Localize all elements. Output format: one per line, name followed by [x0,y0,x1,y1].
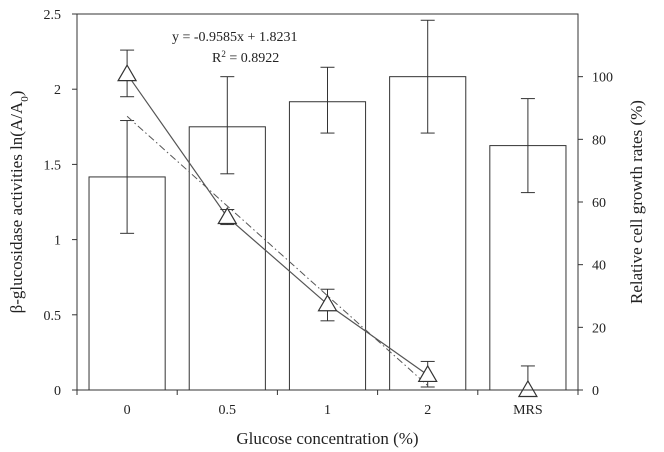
left-tick-label: 1.5 [44,158,62,173]
bar [288,101,367,391]
x-axis-title: Glucose concentration (%) [236,429,418,448]
left-axis-title-subscript: 0 [19,96,31,102]
right-tick-label: 20 [592,321,606,336]
right-tick-label: 100 [592,71,613,86]
x-tick-label: 0 [124,403,131,418]
r2-label: R [212,51,222,66]
right-tick-label: 40 [592,259,606,274]
right-axis-ticks: 0 20 40 60 80 100 [578,71,613,399]
trendline-r-squared: R2 = 0.8922 [212,49,279,66]
left-axis-title-end: ) [7,91,26,97]
x-tick-label: 1 [324,403,331,418]
trendline-equation: y = -0.9585x + 1.8231 [172,30,297,45]
left-tick-label: 1 [54,234,61,249]
left-axis-ticks: 0 0.5 1 1.5 2 2.5 [44,8,77,399]
left-tick-label: 2 [54,83,61,98]
left-axis-title: β-glucosidase activities ln(A/A0) [7,91,31,314]
r2-superscript: 2 [221,49,226,59]
right-axis-title: Relative cell growth rates (%) [627,100,646,304]
triangle-marker [417,364,438,383]
left-tick-label: 2.5 [44,8,62,23]
series-line-layer [126,73,429,376]
x-tick-label: 0.5 [219,403,237,418]
bar-error-bars [120,19,535,234]
trendline-layer [126,115,429,386]
x-axis-ticks: 0 0.5 1 2 MRS [76,390,579,418]
triangle-marker [217,206,238,225]
x-tick-label: MRS [513,403,543,418]
trendline [126,115,429,386]
triangle-markers [117,63,538,398]
triangle-marker [117,63,138,82]
right-tick-label: 0 [592,384,599,399]
right-tick-label: 80 [592,133,606,148]
right-tick-label: 60 [592,196,606,211]
x-tick-label: 2 [424,403,431,418]
series-line [126,73,429,376]
triangle-marker [317,294,338,312]
triangle-marker [517,379,538,398]
left-tick-label: 0.5 [44,309,62,324]
r2-value: = 0.8922 [226,51,279,66]
left-tick-label: 0 [54,384,61,399]
left-axis-title-main: β-glucosidase activities ln(A/A [7,101,26,313]
